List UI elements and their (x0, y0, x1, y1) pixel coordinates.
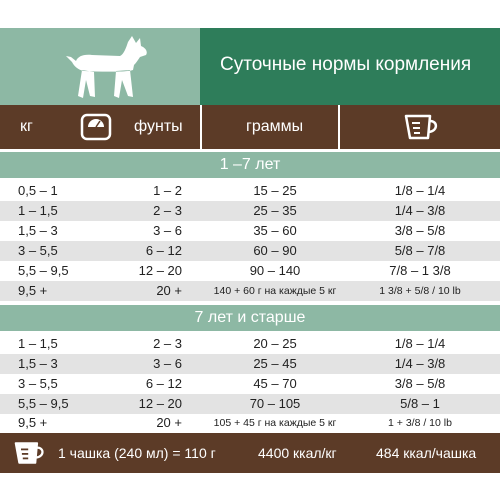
column-header-bar: кг фунты граммы (0, 105, 500, 149)
cell-grams: 105 + 45 г на каждые 5 кг (213, 417, 337, 429)
cell-grams: 45 – 70 (253, 376, 297, 391)
cell-lb: 1 – 2 (153, 183, 182, 198)
header-title-panel: Суточные нормы кормления (200, 28, 500, 105)
cell-lb: 12 – 20 (138, 263, 182, 278)
cell-lb: 6 – 12 (145, 376, 182, 391)
cell-lb: 3 – 6 (153, 223, 182, 238)
cell-cups: 5/8 – 1 (400, 396, 440, 411)
cell-lb: 12 – 20 (138, 396, 182, 411)
cell-grams: 35 – 60 (253, 223, 297, 238)
cell-kg: 3 – 5,5 (18, 376, 58, 391)
cell-cups: 1 + 3/8 / 10 lb (388, 417, 452, 429)
cell-cups: 3/8 – 5/8 (394, 376, 446, 391)
cell-kg: 3 – 5,5 (18, 243, 58, 258)
cell-cups: 1 3/8 + 5/8 / 10 lb (379, 285, 461, 297)
cell-cups: 7/8 – 1 3/8 (389, 263, 451, 278)
section-header-7-plus-years: 7 лет и старше (0, 305, 500, 331)
cell-lb: 20 + (156, 283, 182, 298)
scale-icon (80, 113, 112, 141)
cell-cups: 3/8 – 5/8 (394, 223, 446, 238)
dog-silhouette-icon (66, 36, 147, 98)
header-banner: Суточные нормы кормления (0, 28, 500, 105)
table-row: 1,5 – 3 3 – 6 35 – 60 3/8 – 5/8 (0, 221, 500, 241)
cell-lb: 2 – 3 (153, 203, 182, 218)
cell-grams: 15 – 25 (253, 183, 297, 198)
cell-kg: 5,5 – 9,5 (18, 396, 69, 411)
column-divider (200, 105, 202, 149)
cell-kg: 9,5 + (18, 283, 48, 298)
cell-cups: 1/4 – 3/8 (394, 356, 446, 371)
top-margin (0, 0, 500, 28)
table-row: 5,5 – 9,5 12 – 20 90 – 140 7/8 – 1 3/8 (0, 261, 500, 281)
cell-kg: 1,5 – 3 (18, 223, 58, 238)
cell-cups: 1/4 – 3/8 (394, 203, 446, 218)
cell-lb: 6 – 12 (145, 243, 182, 258)
table-row: 1,5 – 3 3 – 6 25 – 45 1/4 – 3/8 (0, 354, 500, 374)
table-row: 9,5 + 20 + 105 + 45 г на каждые 5 кг 1 +… (0, 413, 500, 433)
table-row: 0,5 – 1 1 – 2 15 – 25 1/8 – 1/4 (0, 181, 500, 201)
footer-cup-conversion: 1 чашка (240 мл) = 110 г (58, 445, 216, 461)
cell-grams: 60 – 90 (253, 243, 297, 258)
table-row: 3 – 5,5 6 – 12 60 – 90 5/8 – 7/8 (0, 241, 500, 261)
footer-kcal-per-cup: 484 ккал/чашка (376, 445, 477, 461)
cell-grams: 25 – 45 (253, 356, 297, 371)
cell-cups: 1/8 – 1/4 (394, 183, 446, 198)
measuring-cup-icon (404, 114, 438, 140)
cell-kg: 0,5 – 1 (18, 183, 58, 198)
cell-lb: 2 – 3 (153, 336, 182, 351)
cell-kg: 5,5 – 9,5 (18, 263, 69, 278)
footer-kcal-per-kg: 4400 ккал/кг (258, 445, 337, 461)
column-header-lb: фунты (134, 118, 183, 135)
cell-kg: 1 – 1,5 (18, 203, 58, 218)
cell-cups: 5/8 – 7/8 (394, 243, 446, 258)
table-row: 9,5 + 20 + 140 + 60 г на каждые 5 кг 1 3… (0, 281, 500, 301)
table-row: 5,5 – 9,5 12 – 20 70 – 105 5/8 – 1 (0, 394, 500, 414)
cell-grams: 25 – 35 (253, 203, 297, 218)
cell-kg: 1,5 – 3 (18, 356, 58, 371)
table-row: 3 – 5,5 6 – 12 45 – 70 3/8 – 5/8 (0, 374, 500, 394)
table-row: 1 – 1,5 2 – 3 25 – 35 1/4 – 3/8 (0, 201, 500, 221)
footer-bar: 1 чашка (240 мл) = 110 г 4400 ккал/кг 48… (0, 433, 500, 473)
cell-kg: 9,5 + (18, 415, 48, 430)
section-header-1-7-years: 1 –7 лет (0, 152, 500, 178)
table-row: 1 – 1,5 2 – 3 20 – 25 1/8 – 1/4 (0, 334, 500, 354)
column-header-kg: кг (20, 118, 33, 135)
header-image-panel (0, 28, 200, 105)
cell-lb: 3 – 6 (153, 356, 182, 371)
cell-kg: 1 – 1,5 (18, 336, 58, 351)
cell-grams: 20 – 25 (253, 336, 297, 351)
cell-lb: 20 + (156, 415, 182, 430)
bottom-margin (0, 473, 500, 500)
cell-grams: 140 + 60 г на каждые 5 кг (213, 285, 337, 297)
column-divider (338, 105, 340, 149)
page-title: Суточные нормы кормления (220, 54, 472, 75)
cell-grams: 70 – 105 (249, 396, 301, 411)
cell-grams: 90 – 140 (249, 263, 301, 278)
cell-cups: 1/8 – 1/4 (394, 336, 446, 351)
column-header-grams: граммы (246, 118, 304, 135)
measuring-cup-icon (14, 442, 44, 464)
